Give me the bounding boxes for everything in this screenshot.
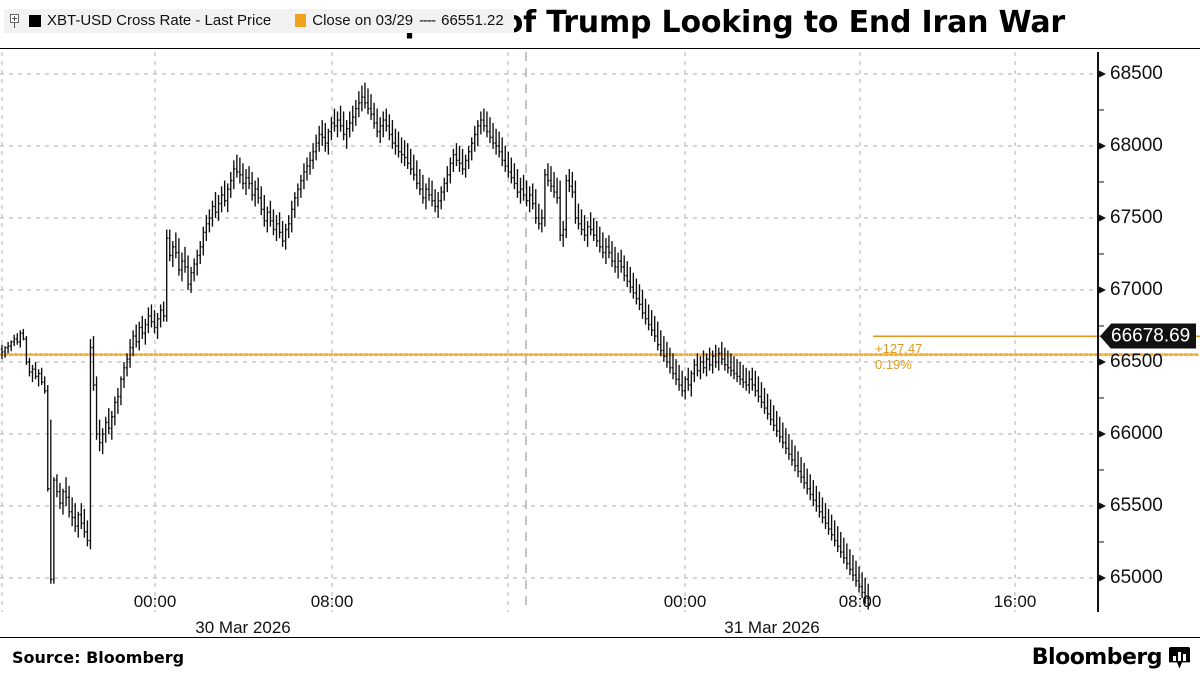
change-percent-annotation: 0.19% — [875, 356, 912, 372]
last-price-flag: 66678.69 — [1100, 323, 1197, 349]
chart-legend[interactable]: XBT-USD Cross Rate - Last Price Close on… — [4, 9, 514, 33]
x-axis-date-label: 31 Mar 2026 — [724, 618, 820, 637]
ohlc-bars — [0, 82, 870, 610]
orange-square-icon — [295, 14, 307, 27]
bloomberg-brand: Bloomberg — [1032, 645, 1190, 670]
bloomberg-bars-icon — [1169, 646, 1190, 669]
legend-dash-separator: ---- — [419, 12, 436, 29]
price-flag-pointer-icon — [1100, 323, 1111, 349]
title-divider — [0, 48, 1200, 49]
legend-close-value: 66551.22 — [441, 12, 504, 29]
legend-item-last-price[interactable]: XBT-USD Cross Rate - Last Price — [29, 12, 271, 29]
tree-expand-icon[interactable] — [10, 13, 21, 28]
price-flag-value: 66678.69 — [1111, 323, 1197, 349]
horizontal-gridlines — [0, 73, 1098, 579]
black-square-icon — [29, 14, 41, 27]
x-axis-date-label: 30 Mar 2026 — [195, 618, 291, 637]
y-axis-ticks — [1098, 70, 1106, 582]
legend-item-prev-close[interactable]: Close on 03/29 ---- 66551.22 — [295, 12, 504, 29]
chart-plot-area — [0, 52, 1200, 612]
change-annotation: +127.47 — [875, 341, 923, 357]
legend-close-label: Close on 03/29 — [312, 12, 414, 29]
ohlc-chart-svg — [0, 52, 1200, 612]
footer-divider — [0, 637, 1200, 638]
brand-wordmark: Bloomberg — [1031, 645, 1163, 670]
source-label: Source: Bloomberg — [12, 648, 185, 667]
legend-series-label: XBT-USD Cross Rate - Last Price — [47, 12, 272, 29]
